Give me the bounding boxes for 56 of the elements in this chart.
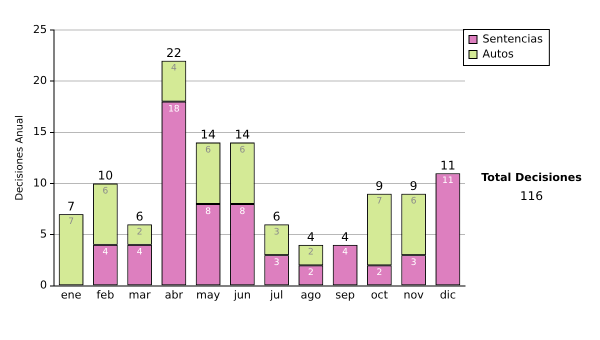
data-label: 3 [410, 258, 416, 268]
x-tick-label: ago [300, 288, 322, 302]
legend-label: Sentencias [482, 32, 544, 46]
data-label: 2 [308, 268, 314, 278]
text: 116 [520, 189, 543, 203]
data-label: 7 [376, 196, 382, 207]
text: Total Decisiones [481, 171, 582, 184]
total-label: 9 [410, 178, 418, 193]
total-label: 9 [376, 178, 384, 193]
data-label: 3 [274, 227, 280, 238]
y-tick-label: 15 [32, 125, 47, 138]
total-label: 10 [98, 168, 114, 183]
data-label: 6 [240, 145, 246, 156]
x-tick-label: sep [335, 288, 355, 302]
x-tick-label: mar [128, 288, 152, 302]
total-label: 6 [272, 210, 280, 224]
y-tick-label: 5 [40, 228, 47, 240]
total-label: 14 [200, 128, 216, 142]
data-label: 4 [102, 248, 109, 258]
data-label: 8 [240, 206, 246, 217]
x-tick-label: may [196, 288, 221, 302]
data-label: 2 [376, 268, 382, 278]
total-label: 7 [67, 199, 75, 214]
y-tick-label: 10 [32, 176, 47, 190]
data-label: 18 [168, 104, 180, 114]
data-label: 8 [205, 206, 212, 217]
x-tick-label: jul [269, 288, 284, 302]
total-label: 11 [440, 158, 456, 172]
data-label: 4 [136, 248, 143, 258]
data-label: 2 [308, 248, 314, 258]
data-label: 2 [136, 227, 142, 238]
x-tick-label: abr [164, 288, 184, 302]
total-label: 6 [136, 210, 144, 224]
x-tick-label: jun [232, 288, 251, 302]
x-tick-label: ene [60, 288, 82, 302]
data-label: 3 [274, 258, 280, 268]
x-tick-label: oct [370, 288, 389, 302]
y-tick-label: 20 [32, 74, 47, 88]
data-label: 6 [205, 145, 212, 156]
data-label: 11 [442, 176, 454, 186]
y-tick-label: 0 [40, 278, 47, 292]
total-label: 4 [341, 230, 349, 244]
x-tick-label: feb [96, 288, 114, 302]
data-label: 4 [171, 64, 178, 74]
data-label: 6 [102, 186, 109, 196]
total-label: 22 [166, 46, 182, 60]
legend-label: Autos [482, 47, 514, 60]
total-label: 4 [307, 230, 315, 244]
total-label: 14 [234, 128, 250, 142]
y-tick-label: 25 [32, 22, 47, 36]
data-label: 6 [410, 196, 417, 207]
x-tick-label: nov [404, 288, 424, 302]
data-label: 4 [342, 248, 348, 258]
y-axis-title: Decisiones Anual [14, 115, 26, 201]
data-label: 7 [68, 217, 74, 228]
x-tick-label: dic [440, 288, 456, 302]
